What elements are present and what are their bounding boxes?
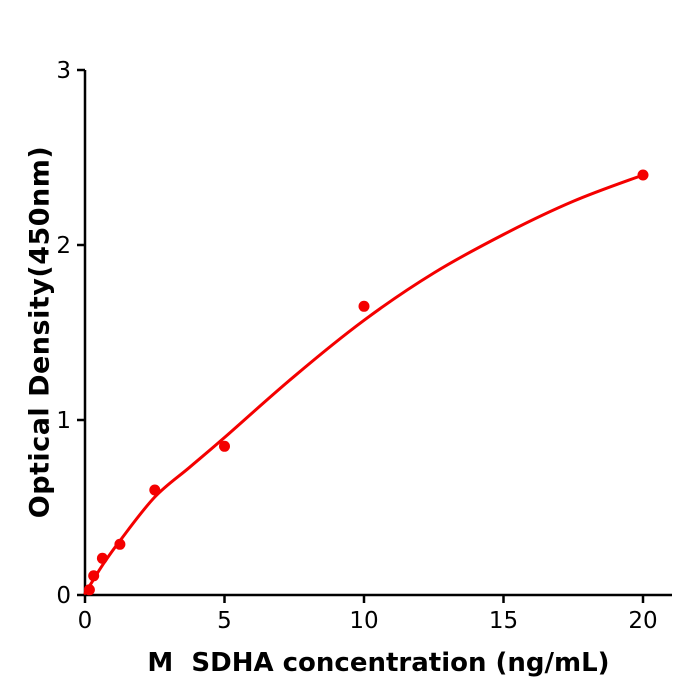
x-tick-label: 0 bbox=[78, 608, 93, 634]
x-axis-label: M SDHA concentration (ng/mL) bbox=[147, 648, 610, 678]
y-tick-label: 2 bbox=[56, 233, 71, 259]
x-tick-label: 10 bbox=[349, 608, 378, 634]
x-tick-label: 5 bbox=[217, 608, 232, 634]
y-axis-label: Optical Density(450nm) bbox=[24, 145, 56, 519]
data-point bbox=[219, 440, 230, 452]
data-point bbox=[96, 552, 108, 564]
data-point bbox=[114, 538, 126, 550]
y-tick-label: 1 bbox=[56, 408, 71, 434]
y-tick-label: 3 bbox=[56, 58, 71, 84]
x-tick-label: 20 bbox=[628, 608, 657, 634]
x-tick-label: 15 bbox=[489, 608, 518, 634]
data-point bbox=[637, 169, 649, 181]
data-point bbox=[88, 570, 100, 582]
data-point bbox=[83, 584, 95, 596]
data-point bbox=[358, 300, 370, 312]
y-tick-label: 0 bbox=[56, 583, 71, 609]
fit-curve-line bbox=[83, 173, 645, 595]
data-point bbox=[149, 484, 161, 496]
